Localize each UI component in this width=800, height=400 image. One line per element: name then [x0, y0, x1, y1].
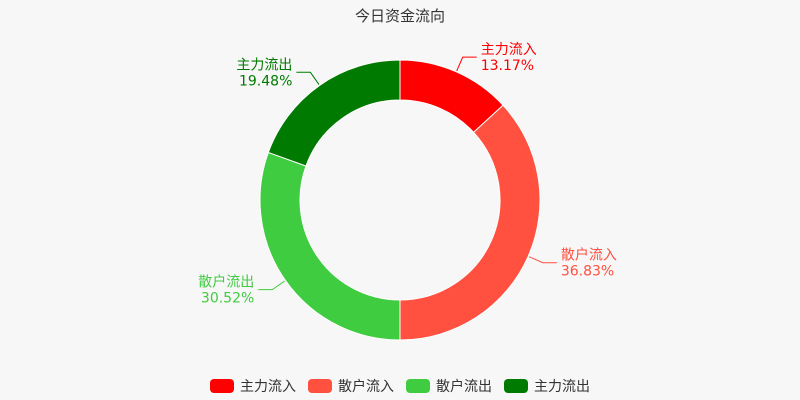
leader-line-retail-outflow	[258, 280, 285, 291]
leader-line-main-inflow	[456, 56, 477, 72]
chart-legend: 主力流入 散户流入 散户流出 主力流出	[0, 376, 800, 396]
slice-label-percent-main-outflow: 19.48%	[239, 73, 292, 89]
legend-swatch	[210, 379, 234, 393]
donut-slice-retail-inflow[interactable]	[399, 104, 541, 341]
legend-label: 主力流出	[534, 379, 590, 395]
leader-line-main-outflow	[296, 71, 320, 85]
legend-item-retail-inflow[interactable]: 散户流入	[308, 376, 394, 396]
donut-slice-retail-outflow[interactable]	[259, 151, 401, 341]
chart-title: 今日资金流向	[354, 7, 445, 25]
slice-label-name-retail-inflow: 散户流入	[561, 247, 617, 264]
legend-label: 主力流入	[240, 379, 296, 395]
legend-swatch	[504, 379, 528, 393]
legend-item-main-inflow[interactable]: 主力流入	[210, 376, 296, 396]
legend-label: 散户流出	[436, 379, 492, 395]
legend-item-retail-outflow[interactable]: 散户流出	[406, 376, 492, 396]
slice-label-name-main-outflow: 主力流出	[236, 57, 292, 73]
slice-label-percent-retail-outflow: 30.52%	[201, 291, 254, 307]
legend-label: 散户流入	[338, 379, 394, 395]
slice-label-name-retail-outflow: 散户流出	[198, 274, 254, 291]
legend-swatch	[308, 379, 332, 393]
donut-slice-main-outflow[interactable]	[267, 59, 401, 167]
legend-swatch	[406, 379, 430, 393]
slice-label-percent-retail-inflow: 36.83%	[561, 264, 614, 280]
slice-label-percent-main-inflow: 13.17%	[481, 58, 534, 74]
legend-item-main-outflow[interactable]: 主力流出	[504, 376, 590, 396]
leader-line-retail-inflow	[528, 256, 557, 264]
slice-label-name-main-inflow: 主力流入	[481, 42, 537, 58]
